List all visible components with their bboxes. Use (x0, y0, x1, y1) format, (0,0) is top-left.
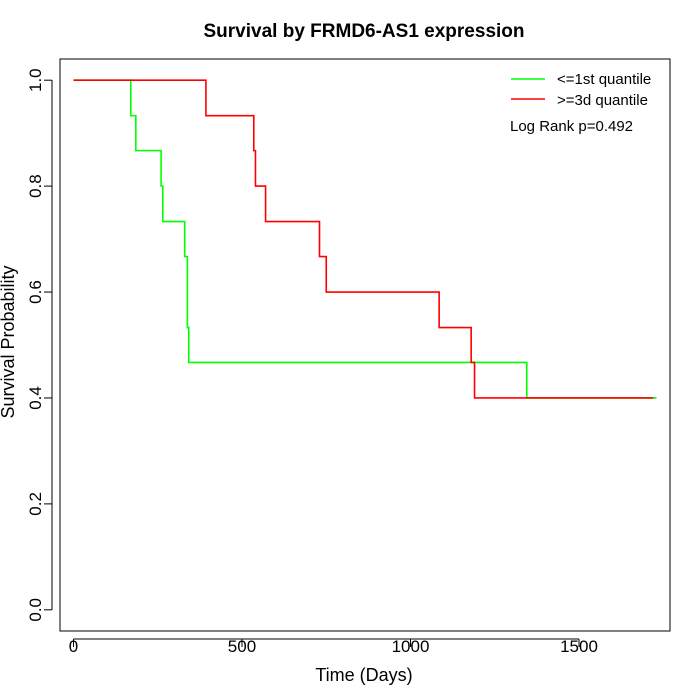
y-tick-label: 1.0 (26, 68, 45, 92)
y-tick-label: 0.2 (26, 492, 45, 516)
chart-title: Survival by FRMD6-AS1 expression (204, 21, 525, 42)
legend: <=1st quantile >=3d quantile (511, 71, 651, 109)
y-tick-label: 0.0 (26, 598, 45, 622)
x-tick-label: 500 (228, 637, 256, 656)
y-tick-label: 0.8 (26, 174, 45, 198)
x-tick-label: 1500 (560, 637, 598, 656)
y-axis-label: Survival Probability (0, 265, 18, 418)
x-tick-label: 0 (69, 637, 78, 656)
survival-curve-high (73, 79, 654, 399)
x-axis-label: Time (Days) (315, 665, 412, 685)
x-axis: 0 500 1000 1500 (69, 637, 598, 656)
x-tick-label: 1000 (392, 637, 430, 656)
legend-label-high: >=3d quantile (557, 92, 648, 109)
survival-curve-low (73, 79, 657, 399)
plot-frame (59, 58, 671, 632)
series-layer (73, 79, 657, 399)
y-axis: 0.0 0.2 0.4 0.6 0.8 1.0 (26, 68, 53, 622)
y-tick-label: 0.4 (26, 386, 45, 410)
log-rank-pvalue: Log Rank p=0.492 (510, 118, 633, 135)
legend-label-low: <=1st quantile (557, 71, 651, 88)
y-tick-label: 0.6 (26, 280, 45, 304)
